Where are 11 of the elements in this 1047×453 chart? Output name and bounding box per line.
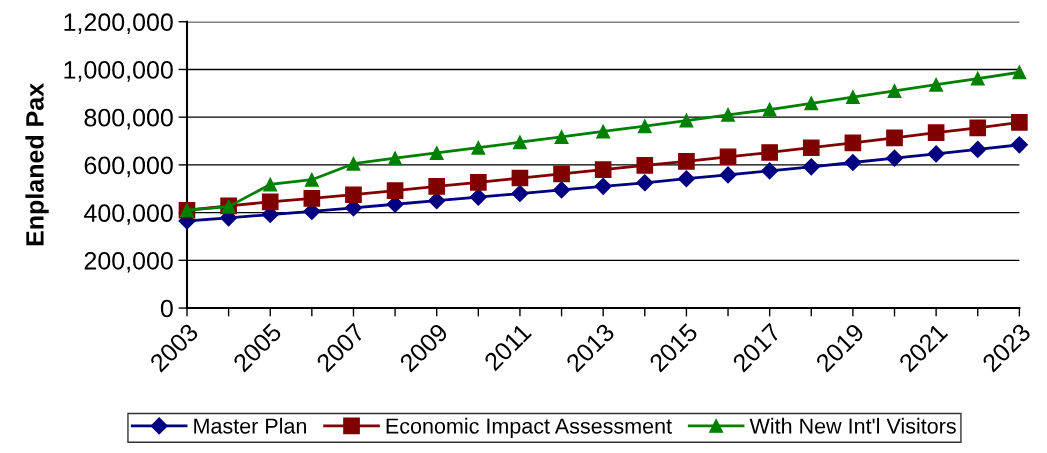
legend-label: Master Plan	[194, 417, 306, 434]
y-axis-title: Enplaned Pax	[25, 83, 49, 246]
y-tick-label: 600,000	[84, 156, 173, 178]
y-tick-label: 1,200,000	[64, 13, 173, 34]
y-tick-label: 400,000	[84, 204, 173, 225]
legend-label: With New Int'l Visitors	[749, 417, 956, 434]
y-tick-label: 1,000,000	[64, 61, 173, 82]
y-tick-label: 200,000	[84, 251, 173, 273]
y-tick-label: 800,000	[84, 108, 173, 130]
legend-label: Economic Impact Assessment	[386, 417, 672, 438]
y-tick-label: 0	[160, 299, 173, 318]
